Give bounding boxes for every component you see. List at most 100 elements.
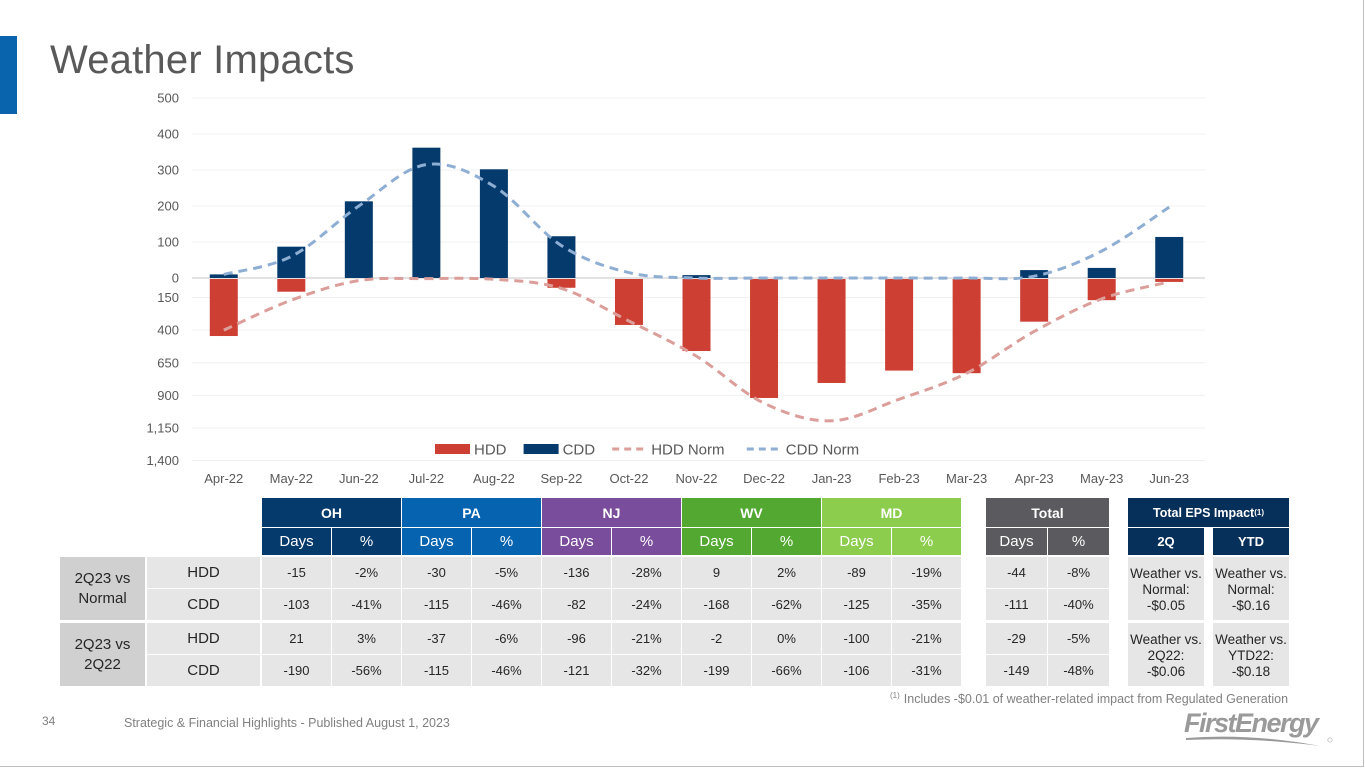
eps-impact-line: Weather vs.	[1130, 632, 1202, 647]
footnote-text: Includes -$0.01 of weather-related impac…	[903, 692, 1289, 706]
bar-hdd	[682, 279, 711, 352]
x-axis-ticks: Apr-22 May-22 Jun-22 Jul-22 Aug-22 Sep-22 Oct-…	[204, 471, 1189, 486]
x-tick-label: Jan-23	[812, 471, 852, 486]
table-value-cell: -100	[822, 623, 891, 654]
table-value-cell: -121	[542, 655, 611, 686]
sub-header-percent: %	[892, 528, 961, 555]
table-value-cell: -31%	[892, 655, 961, 686]
table-value-cell: -125	[822, 589, 891, 620]
table-value-cell: 21	[262, 623, 331, 654]
legend-label-hdd: HDD	[474, 442, 507, 459]
table-value-cell: -136	[542, 557, 611, 588]
eps-impact-line: Normal:	[1227, 582, 1275, 597]
x-tick-label: Mar-23	[946, 471, 987, 486]
bar-hdd	[1087, 279, 1116, 301]
total-value-cell: -5%	[1048, 623, 1109, 654]
logo-text: FirstEnergy	[1184, 708, 1321, 738]
y-tick-label: 1,150	[146, 420, 179, 435]
table-value-cell: -66%	[752, 655, 821, 686]
y-tick-label: 300	[157, 163, 179, 178]
bar-cdd	[209, 274, 238, 278]
eps-col-header-2q: 2Q	[1128, 528, 1204, 555]
weather-chart: 500 400 300 200 100 0 150 400 650 900 1,150 1,400 A…	[146, 91, 1205, 486]
table-value-cell: -82	[542, 589, 611, 620]
x-tick-label: Sep-22	[540, 471, 582, 486]
table-value-cell: -62%	[752, 589, 821, 620]
total-header: Total	[986, 498, 1109, 527]
eps-footnote-marker: (1)	[1254, 508, 1264, 517]
eps-header: Total EPS Impact (1)	[1128, 498, 1289, 527]
sub-header-days: Days	[402, 528, 471, 555]
chart-lines	[223, 162, 1171, 423]
x-tick-label: Aug-22	[473, 471, 515, 486]
sub-header-percent: %	[752, 528, 821, 555]
title-accent-bar	[0, 36, 17, 114]
table-value-cell: -96	[542, 623, 611, 654]
table-value-cell: 0%	[752, 623, 821, 654]
eps-impact-line: Normal:	[1142, 582, 1190, 597]
x-tick-label: Apr-23	[1015, 471, 1054, 486]
row-type-label: HDD	[147, 623, 260, 654]
total-value-cell: -48%	[1048, 655, 1109, 686]
total-value-cell: -44	[986, 557, 1047, 588]
x-tick-label: Jun-22	[339, 471, 379, 486]
region-header-md: MD	[822, 498, 961, 527]
table-value-cell: -5%	[472, 557, 541, 588]
table-value-cell: -28%	[612, 557, 681, 588]
eps-impact-cell: Weather vs. Normal: -$0.05	[1128, 557, 1204, 620]
footer-text: Strategic & Financial Highlights - Publi…	[124, 716, 450, 730]
legend-label-hdd-norm: HDD Norm	[651, 442, 724, 459]
bar-hdd	[277, 279, 306, 292]
y-tick-label: 650	[157, 355, 179, 370]
x-tick-label: Jul-22	[409, 471, 444, 486]
eps-impact-line: 2Q22:	[1147, 648, 1185, 663]
bar-hdd	[885, 279, 914, 371]
total-value-cell: -40%	[1048, 589, 1109, 620]
page-title: Weather Impacts	[50, 38, 355, 82]
table-value-cell: 3%	[332, 623, 401, 654]
y-tick-label: 400	[157, 127, 179, 142]
legend-label-cdd-norm: CDD Norm	[786, 442, 859, 459]
eps-impact-line: -$0.18	[1231, 664, 1271, 679]
group-label: 2Q23 vs Normal	[60, 557, 145, 620]
eps-impact-line: Weather vs.	[1130, 566, 1202, 581]
legend-swatch-cdd	[523, 444, 559, 454]
footnote-marker: (1)	[890, 691, 900, 700]
table-value-cell: -21%	[612, 623, 681, 654]
table-value-cell: -15	[262, 557, 331, 588]
table-value-cell: 9	[682, 557, 751, 588]
table-value-cell: -190	[262, 655, 331, 686]
group-label-text: 2Q23 vs 2Q22	[74, 635, 131, 673]
bar-cdd	[1155, 236, 1184, 278]
table-value-cell: -30	[402, 557, 471, 588]
line-cdd-norm	[223, 162, 1171, 281]
x-tick-label: Dec-22	[743, 471, 785, 486]
eps-impact-line: Weather vs.	[1215, 566, 1287, 581]
table-value-cell: -46%	[472, 655, 541, 686]
table-value-cell: -106	[822, 655, 891, 686]
line-hdd-norm	[223, 276, 1170, 423]
region-header-oh: OH	[262, 498, 401, 527]
x-tick-label: Feb-23	[878, 471, 919, 486]
row-type-label: CDD	[147, 589, 260, 620]
region-header-pa: PA	[402, 498, 541, 527]
sub-header-percent: %	[472, 528, 541, 555]
x-tick-label: Jun-23	[1149, 471, 1189, 486]
table-value-cell: -46%	[472, 589, 541, 620]
sub-header-days: Days	[262, 528, 331, 555]
table-value-cell: -35%	[892, 589, 961, 620]
table-value-cell: -21%	[892, 623, 961, 654]
eps-impact-line: -$0.16	[1231, 598, 1271, 613]
table-value-cell: 2%	[752, 557, 821, 588]
footnote: (1) Includes -$0.01 of weather-related im…	[890, 691, 1288, 706]
x-tick-label: Nov-22	[676, 471, 718, 486]
sub-header-percent: %	[332, 528, 401, 555]
legend-label-cdd: CDD	[563, 442, 596, 459]
y-tick-label: 1,400	[146, 453, 179, 468]
table-value-cell: -103	[262, 589, 331, 620]
bar-cdd	[1020, 270, 1049, 278]
table-value-cell: -2	[682, 623, 751, 654]
eps-impact-cell: Weather vs. YTD22: -$0.18	[1213, 623, 1289, 686]
table-value-cell: -115	[402, 655, 471, 686]
